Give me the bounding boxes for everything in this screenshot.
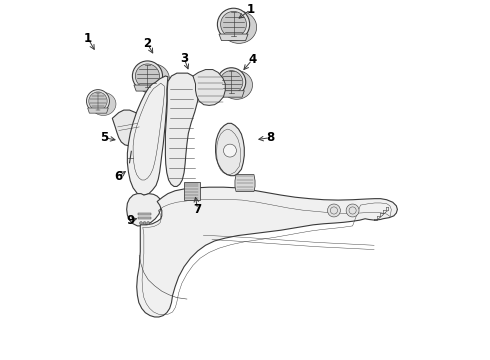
- Circle shape: [143, 222, 146, 225]
- Circle shape: [89, 92, 107, 110]
- Circle shape: [87, 90, 109, 113]
- Polygon shape: [219, 91, 245, 97]
- Bar: [138, 217, 151, 220]
- Polygon shape: [235, 175, 255, 192]
- Polygon shape: [127, 76, 168, 195]
- Polygon shape: [166, 73, 198, 186]
- Text: 7: 7: [194, 203, 202, 216]
- Polygon shape: [112, 110, 145, 146]
- Bar: [138, 213, 151, 215]
- Text: 4: 4: [248, 53, 256, 66]
- Ellipse shape: [91, 93, 116, 116]
- Circle shape: [140, 222, 143, 225]
- Circle shape: [327, 204, 341, 217]
- Circle shape: [217, 68, 245, 96]
- Circle shape: [135, 64, 160, 88]
- Ellipse shape: [136, 64, 170, 94]
- Circle shape: [147, 222, 149, 225]
- Text: 3: 3: [180, 51, 188, 64]
- Circle shape: [223, 144, 236, 157]
- Ellipse shape: [221, 71, 252, 99]
- Polygon shape: [137, 187, 397, 317]
- Polygon shape: [128, 155, 131, 162]
- Text: 2: 2: [144, 37, 151, 50]
- Polygon shape: [88, 108, 108, 113]
- Circle shape: [220, 12, 246, 37]
- Ellipse shape: [221, 11, 257, 43]
- Text: 1: 1: [84, 32, 92, 45]
- Circle shape: [132, 61, 163, 91]
- Circle shape: [346, 204, 359, 217]
- Text: 1: 1: [246, 3, 254, 16]
- Text: 5: 5: [100, 131, 109, 144]
- Polygon shape: [193, 69, 225, 105]
- Circle shape: [218, 8, 250, 41]
- Text: 9: 9: [127, 214, 135, 227]
- Polygon shape: [126, 194, 161, 226]
- Polygon shape: [219, 34, 248, 41]
- Circle shape: [220, 71, 243, 94]
- Text: 8: 8: [266, 131, 274, 144]
- Text: 6: 6: [115, 170, 123, 183]
- Polygon shape: [134, 85, 161, 91]
- Polygon shape: [216, 123, 245, 176]
- Bar: [184, 182, 200, 200]
